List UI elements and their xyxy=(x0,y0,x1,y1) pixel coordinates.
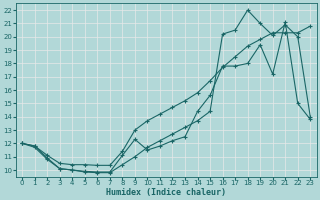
X-axis label: Humidex (Indice chaleur): Humidex (Indice chaleur) xyxy=(106,188,226,197)
